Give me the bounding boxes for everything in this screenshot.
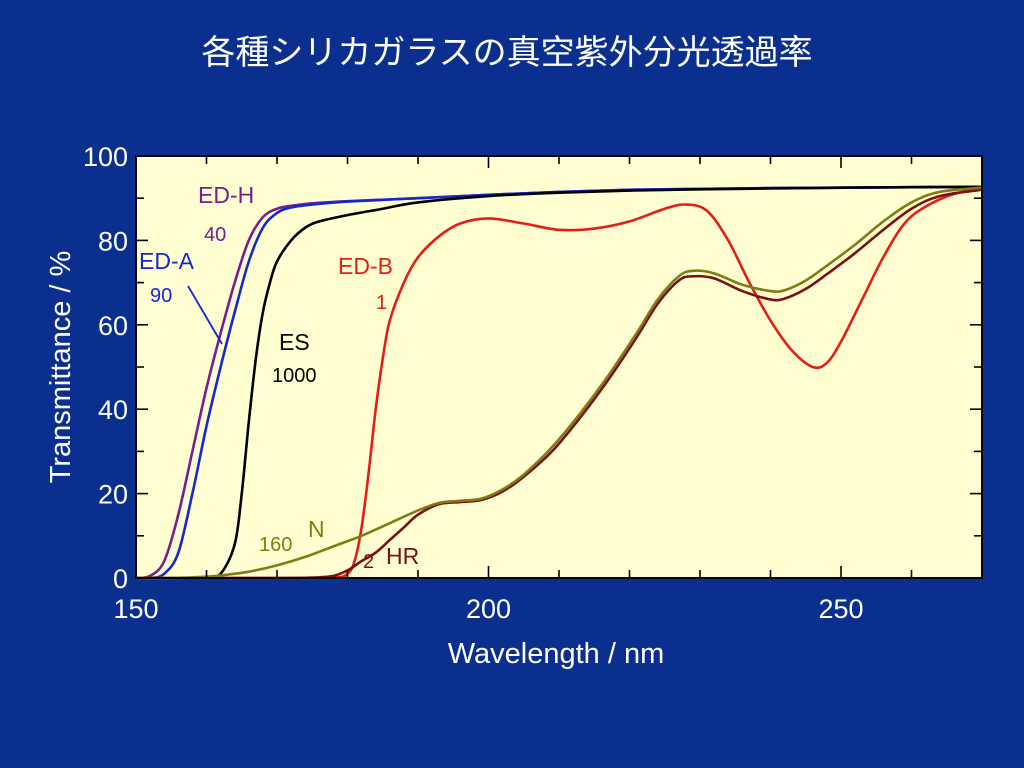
label-ed-a-number: 90: [150, 285, 172, 307]
curves-layer: [135, 185, 983, 580]
x-axis-title: Wavelength / nm: [448, 638, 665, 670]
label-hr: HR: [386, 543, 419, 569]
y-tick-labels: 0 20 40 60 80 100: [83, 142, 128, 594]
y-tick-label: 100: [83, 142, 128, 172]
label-es: ES: [279, 329, 310, 355]
x-tick-label: 250: [818, 594, 863, 624]
plot-area: [136, 156, 982, 578]
y-tick-label: 80: [98, 226, 128, 256]
label-ed-h-number: 40: [204, 224, 226, 246]
y-tick-label: 60: [98, 311, 128, 341]
label-ed-a: ED-A: [139, 248, 195, 274]
y-tick-label: 20: [98, 480, 128, 510]
y-axis-title: Transmittance / %: [45, 251, 77, 484]
chart-title: 各種シリカガラスの真空紫外分光透過率: [201, 33, 812, 73]
label-ed-h: ED-H: [198, 182, 254, 208]
x-tick-label: 150: [113, 594, 158, 624]
label-es-number: 1000: [272, 365, 317, 387]
label-hr-number: 2: [363, 551, 374, 573]
y-tick-label: 0: [113, 564, 128, 594]
series-line-ed-b: [135, 187, 983, 580]
series-line-n: [135, 186, 983, 580]
ed-a-leader-line: [187, 285, 223, 345]
label-n: N: [308, 516, 325, 542]
series-line-es: [135, 185, 983, 580]
x-tick-labels: 150 200 250: [113, 594, 863, 624]
label-ed-b: ED-B: [338, 253, 393, 279]
label-ed-b-number: 1: [376, 292, 387, 314]
y-tick-label: 40: [98, 395, 128, 425]
x-tick-label: 200: [466, 594, 511, 624]
axis-ticks: [135, 155, 983, 579]
curve-annotations: ED-H 40 ED-A 90 ES 1000 ED-B 1 2 HR 160 …: [139, 182, 419, 573]
series-line-hr: [135, 188, 983, 580]
label-n-number: 160: [259, 534, 292, 556]
